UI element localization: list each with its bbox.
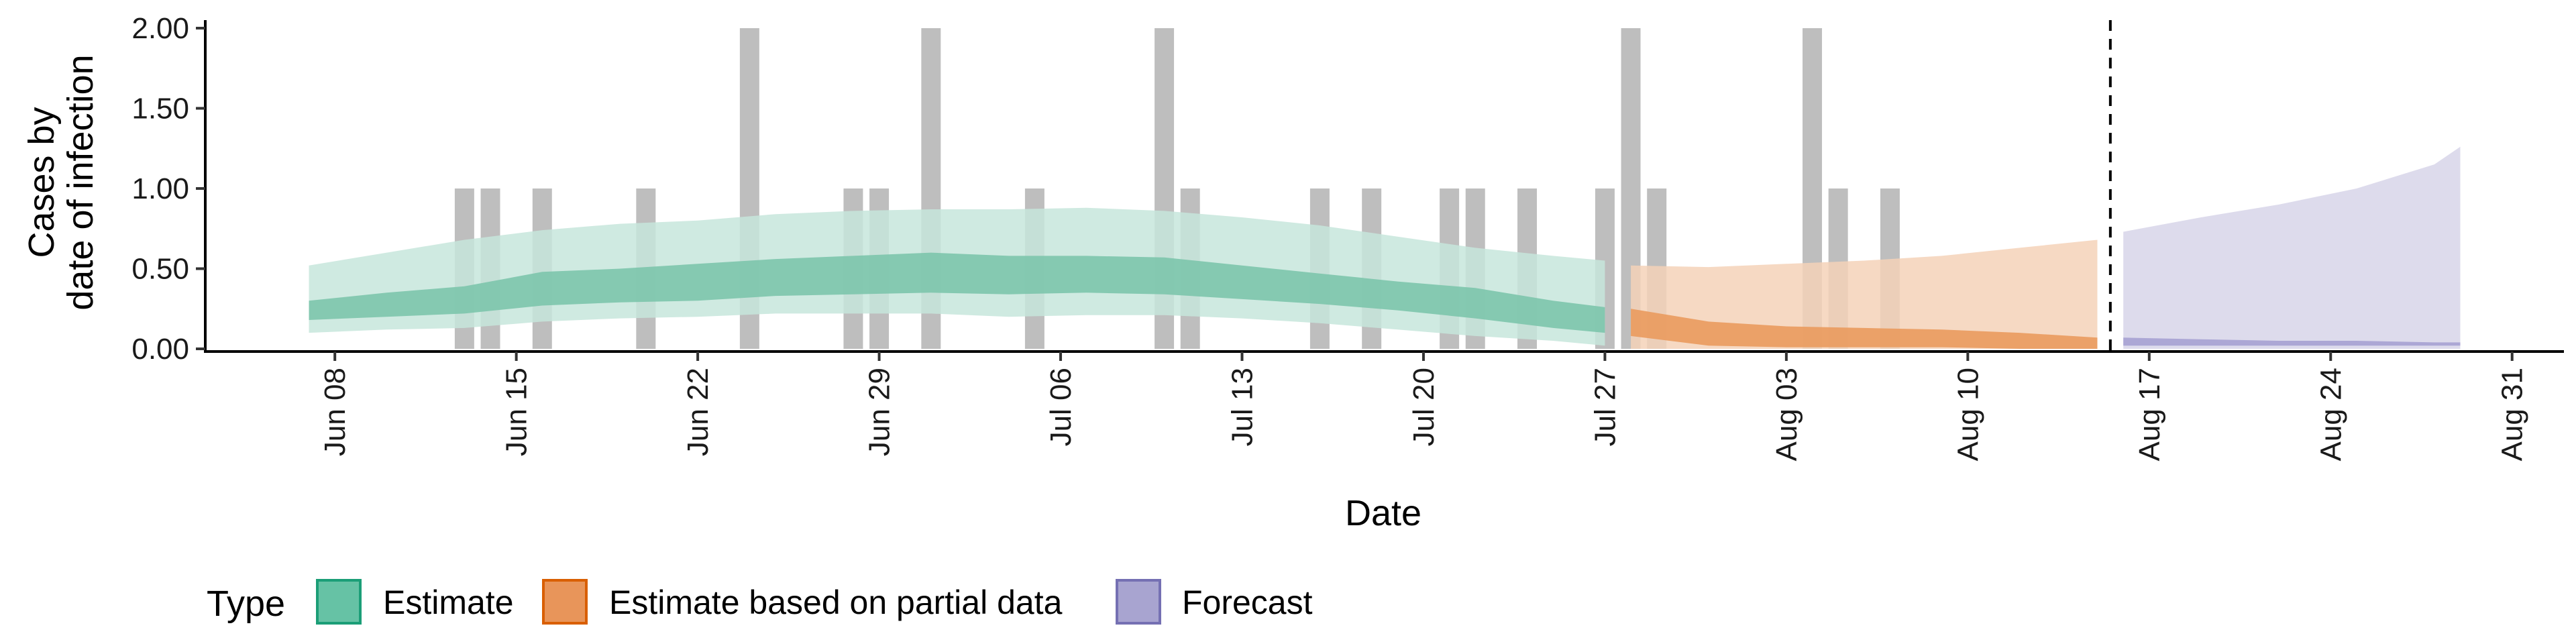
y-tick-label: 2.00 <box>131 12 189 45</box>
y-tick-label: 0.00 <box>131 333 189 366</box>
forecast-inner-interval <box>2123 337 2461 346</box>
x-axis-title: Date <box>1345 493 1421 533</box>
x-tick-label: Jul 13 <box>1226 368 1258 446</box>
partial-data-series <box>1631 239 2098 349</box>
x-tick-label: Jul 20 <box>1407 368 1440 446</box>
y-tick-label: 1.50 <box>131 92 189 125</box>
estimate-inner-interval <box>309 252 1605 333</box>
estimate-series <box>309 207 1605 346</box>
legend-label-forecast: Forecast <box>1182 584 1313 621</box>
y-axis-title-line-2: date of infection <box>60 54 101 310</box>
x-tick-label: Jul 06 <box>1044 368 1077 446</box>
x-tick-label: Aug 10 <box>1951 368 1984 461</box>
x-axis-ticks: Jun 08 Jun 15 Jun 22 Jun 29 Jul 06 Jul 13 Jul … <box>319 352 2529 461</box>
x-tick-label: Aug 24 <box>2314 368 2347 461</box>
partial-outer-interval <box>1631 239 2098 349</box>
legend-swatch-forecast <box>1116 579 1161 625</box>
y-tick-label: 1.00 <box>131 172 189 205</box>
axes: 0.000.501.001.502.00 Jun 08 Jun 15 Jun 22 J… <box>131 12 2564 461</box>
forecast-series <box>2123 146 2461 350</box>
x-tick-label: Jul 27 <box>1589 368 1621 446</box>
partial-inner-interval <box>1631 309 2098 349</box>
x-tick-label: Aug 03 <box>1770 368 1803 461</box>
legend-swatch-estimate <box>316 579 362 625</box>
y-tick-label: 0.50 <box>131 252 189 285</box>
x-tick-label: Aug 31 <box>2496 368 2529 461</box>
legend-label-partial: Estimate based on partial data <box>609 584 1063 621</box>
x-tick-label: Jun 29 <box>863 368 896 456</box>
y-axis-title: Cases by date of infection <box>21 54 101 310</box>
forecast-outer-interval <box>2123 146 2461 350</box>
y-axis-title-line-1: Cases by <box>21 107 62 258</box>
x-tick-label: Jun 15 <box>500 368 533 456</box>
plot-area <box>309 20 2461 352</box>
legend-title: Type <box>207 584 285 624</box>
y-axis-ticks: 0.00 0.50 1.00 1.50 2.00 <box>131 12 205 366</box>
legend-label-estimate: Estimate <box>383 584 514 621</box>
x-tick-label: Jun 22 <box>682 368 714 456</box>
legend: Type Estimate Estimate based on partial … <box>207 579 1313 625</box>
x-tick-label: Aug 17 <box>2133 368 2166 461</box>
legend-swatch-partial <box>542 579 588 625</box>
x-tick-label: Jun 08 <box>319 368 352 456</box>
